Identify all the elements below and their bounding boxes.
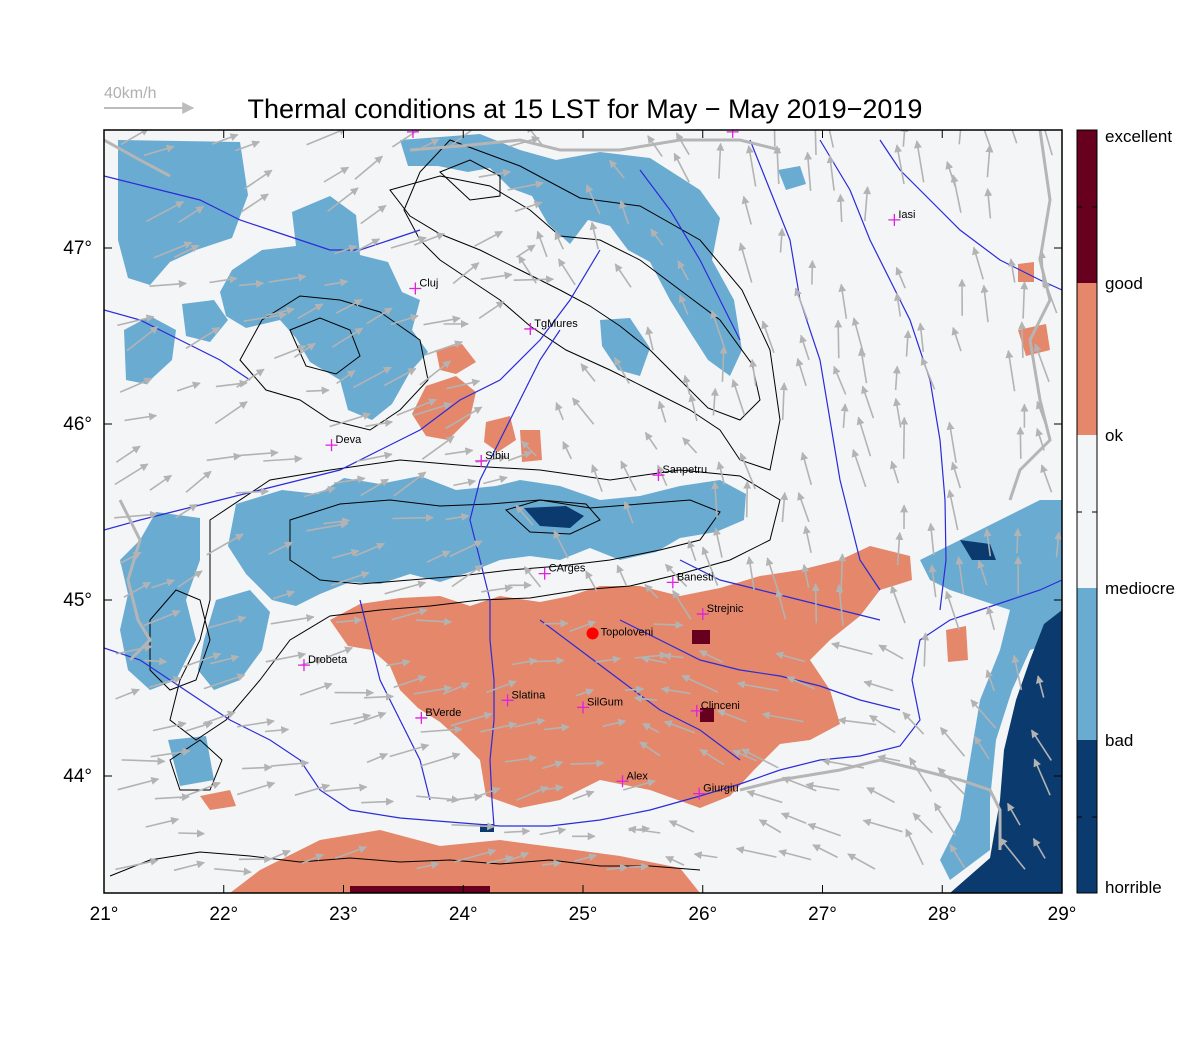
wind-arrow	[1022, 322, 1023, 358]
y-tick-label: 45°	[63, 590, 92, 611]
colorbar-label-mediocre: mediocre	[1105, 579, 1175, 598]
x-tick-label: 22°	[209, 904, 238, 925]
city-label: TgMures	[534, 318, 578, 330]
colorbar-label-horrible: horrible	[1105, 878, 1162, 897]
city-label: SilGum	[587, 696, 623, 708]
highlight-site-label: Topoloveni	[601, 626, 654, 638]
wind-arrow	[570, 763, 604, 764]
wind-arrow	[1020, 427, 1021, 459]
city-label: Slatina	[512, 689, 547, 701]
y-tick-label: 44°	[63, 766, 92, 787]
wind-arrow	[392, 518, 433, 519]
x-tick-label: 23°	[329, 904, 358, 925]
wind-arrow	[747, 482, 748, 518]
x-tick-label: 25°	[569, 904, 598, 925]
city-label: CArges	[549, 563, 586, 575]
colorbar-label-ok: ok	[1105, 426, 1123, 445]
wind-arrow	[816, 584, 817, 623]
city-label: Sibiu	[485, 450, 509, 462]
map-title: Thermal conditions at 15 LST for May − M…	[248, 94, 923, 124]
x-tick-label: 24°	[449, 904, 478, 925]
highlight-site-marker	[587, 627, 599, 639]
city-label: Drobeta	[308, 654, 348, 666]
city-label: Iasi	[898, 209, 915, 221]
good-region-brasov	[520, 430, 542, 462]
colorbar-label-bad: bad	[1105, 731, 1133, 750]
y-axis-labels: 47° 46° 45° 44°	[63, 238, 92, 787]
x-axis-labels: 21° 22° 23° 24° 25° 26° 27° 28° 29°	[90, 904, 1077, 925]
excellent-strip-south	[350, 886, 490, 893]
wind-arrow	[838, 320, 839, 358]
colorbar-label-good: good	[1105, 274, 1143, 293]
colorbar-bad-swatch	[1077, 588, 1097, 740]
good-region-east-spot-2	[1018, 262, 1034, 282]
x-tick-label: 27°	[808, 904, 837, 925]
city-label: Sanpetru	[662, 464, 707, 476]
wind-arrow	[812, 261, 813, 285]
wind-arrow	[904, 418, 905, 459]
x-tick-label: 28°	[928, 904, 957, 925]
city-label: Deva	[336, 434, 363, 446]
wind-arrow	[178, 833, 204, 834]
colorbar-good-swatch	[1077, 283, 1097, 435]
excellent-spot-strejnic	[692, 630, 710, 644]
city-label: Giurgiu	[703, 783, 738, 795]
city-label: Clinceni	[701, 700, 740, 712]
y-tick-label: 47°	[63, 238, 92, 259]
wind-scale-label: 40km/h	[104, 85, 156, 102]
city-label: Banesti	[677, 571, 714, 583]
wind-arrow	[1017, 529, 1018, 553]
y-tick-label: 46°	[63, 414, 92, 435]
wind-arrow	[815, 120, 816, 155]
good-region-east-small	[946, 626, 968, 662]
wind-arrow	[629, 866, 648, 867]
colorbar: excellent good ok mediocre bad horrible	[1077, 127, 1175, 897]
wind-arrow	[653, 624, 682, 625]
x-tick-label: 21°	[90, 904, 119, 925]
city-label: Alex	[627, 770, 649, 782]
x-tick-label: 26°	[688, 904, 717, 925]
city-label: BVerde	[425, 707, 461, 719]
colorbar-label-excellent: excellent	[1105, 127, 1172, 146]
x-tick-label: 29°	[1048, 904, 1077, 925]
wind-arrow	[625, 689, 644, 690]
wind-arrow	[306, 390, 329, 391]
city-label: Strejnic	[707, 603, 744, 615]
wind-scale: 40km/h	[104, 85, 193, 108]
city-label: Cluj	[419, 277, 438, 289]
